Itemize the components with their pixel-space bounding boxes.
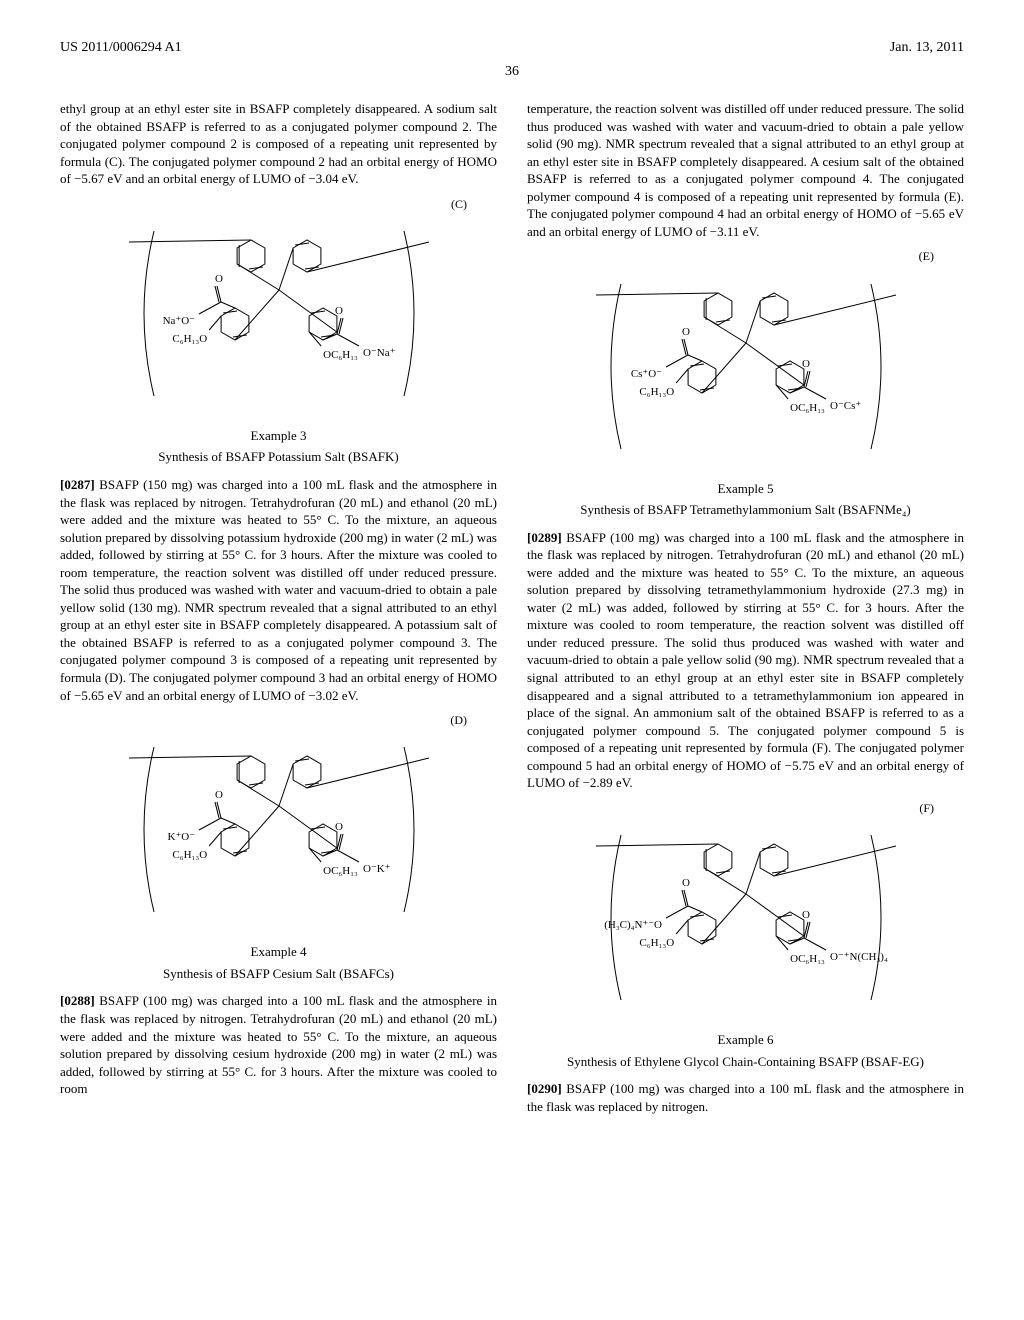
svg-text:O: O [215, 273, 223, 285]
svg-text:C₆H₁₃O: C₆H₁₃O [172, 333, 207, 345]
example-3-body: BSAFP (150 mg) was charged into a 100 mL… [60, 477, 497, 703]
svg-text:O⁻K⁺: O⁻K⁺ [363, 863, 391, 875]
svg-text:O⁻Cs⁺: O⁻Cs⁺ [830, 400, 861, 412]
structure-f: O (H₃C)₄N⁺⁻O C₆H₁₃O O O⁻⁺N(CH₃)₄ OC₆H₁₃ [566, 820, 926, 1015]
svg-text:O⁻Na⁺: O⁻Na⁺ [363, 347, 396, 359]
svg-text:O: O [802, 909, 810, 921]
svg-text:O: O [802, 358, 810, 370]
svg-text:C₆H₁₃O: C₆H₁₃O [172, 849, 207, 861]
example-6-body: BSAFP (100 mg) was charged into a 100 mL… [527, 1081, 964, 1114]
formula-label-e: (E) [527, 248, 934, 264]
svg-text:C₆H₁₃O: C₆H₁₃O [639, 386, 674, 398]
page-number: 36 [60, 64, 964, 80]
intro-paragraph: ethyl group at an ethyl ester site in BS… [60, 100, 497, 188]
svg-text:Na⁺O⁻: Na⁺O⁻ [162, 315, 195, 327]
example-6-title: Example 6 [527, 1031, 964, 1049]
example-3-paragraph: [0287] BSAFP (150 mg) was charged into a… [60, 476, 497, 704]
para-num-0287: [0287] [60, 477, 95, 492]
example-5-paragraph: [0289] BSAFP (100 mg) was charged into a… [527, 529, 964, 792]
svg-text:O⁻⁺N(CH₃)₄: O⁻⁺N(CH₃)₄ [830, 951, 888, 963]
left-column: ethyl group at an ethyl ester site in BS… [60, 100, 497, 1123]
example-4-body: BSAFP (100 mg) was charged into a 100 mL… [60, 993, 497, 1096]
right-column: temperature, the reaction solvent was di… [527, 100, 964, 1123]
svg-text:OC₆H₁₃: OC₆H₁₃ [790, 402, 825, 414]
svg-text:OC₆H₁₃: OC₆H₁₃ [323, 865, 358, 877]
structure-e: O Cs⁺O⁻ C₆H₁₃O O O⁻Cs⁺ OC₆H₁₃ [566, 269, 926, 464]
example-3-title: Example 3 [60, 427, 497, 445]
example-4-title: Example 4 [60, 943, 497, 961]
structure-d: O K⁺O⁻ C₆H₁₃O O O⁻K⁺ OC₆H₁₃ [99, 732, 459, 927]
formula-label-f: (F) [527, 800, 934, 816]
svg-text:OC₆H₁₃: OC₆H₁₃ [323, 349, 358, 361]
publication-number: US 2011/0006294 A1 [60, 40, 182, 56]
structure-c: O Na⁺O⁻ C₆H₁₃O O O⁻Na⁺ OC₆H₁₃ [99, 216, 459, 411]
formula-label-c: (C) [60, 196, 467, 212]
example-6-paragraph: [0290] BSAFP (100 mg) was charged into a… [527, 1080, 964, 1115]
publication-date: Jan. 13, 2011 [890, 40, 964, 56]
example-5-body: BSAFP (100 mg) was charged into a 100 mL… [527, 530, 964, 791]
continuation-paragraph: temperature, the reaction solvent was di… [527, 100, 964, 240]
svg-text:O: O [215, 789, 223, 801]
svg-text:O: O [682, 326, 690, 338]
example-4-paragraph: [0288] BSAFP (100 mg) was charged into a… [60, 992, 497, 1097]
svg-text:OC₆H₁₃: OC₆H₁₃ [790, 953, 825, 965]
para-num-0290: [0290] [527, 1081, 562, 1096]
para-num-0289: [0289] [527, 530, 562, 545]
example-5-subtitle: Synthesis of BSAFP Tetramethylammonium S… [527, 501, 964, 519]
example-6-subtitle: Synthesis of Ethylene Glycol Chain-Conta… [527, 1053, 964, 1071]
example-5-title: Example 5 [527, 480, 964, 498]
svg-text:O: O [335, 305, 343, 317]
svg-text:K⁺O⁻: K⁺O⁻ [167, 831, 195, 843]
svg-text:O: O [682, 877, 690, 889]
svg-text:C₆H₁₃O: C₆H₁₃O [639, 937, 674, 949]
para-num-0288: [0288] [60, 993, 95, 1008]
svg-text:(H₃C)₄N⁺⁻O: (H₃C)₄N⁺⁻O [604, 919, 662, 931]
example-3-subtitle: Synthesis of BSAFP Potassium Salt (BSAFK… [60, 448, 497, 466]
svg-text:Cs⁺O⁻: Cs⁺O⁻ [630, 368, 661, 380]
formula-label-d: (D) [60, 712, 467, 728]
svg-text:O: O [335, 821, 343, 833]
example-4-subtitle: Synthesis of BSAFP Cesium Salt (BSAFCs) [60, 965, 497, 983]
